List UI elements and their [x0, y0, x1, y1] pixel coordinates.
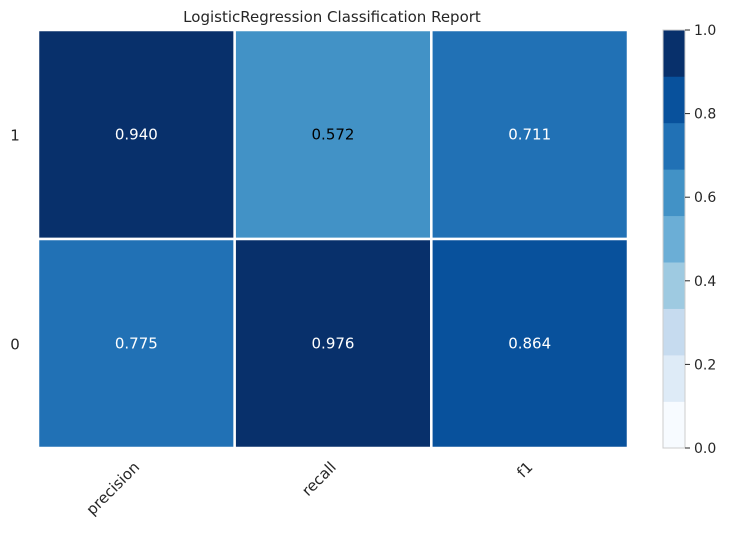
x-tick-label: f1 [513, 458, 536, 481]
cell-value-label: 0.864 [508, 335, 551, 353]
heatmap-cell [430, 237, 630, 450]
heatmap-grid [36, 28, 630, 450]
colorbar-tick-label: 0.4 [694, 274, 716, 290]
x-axis-ticks: precision recall f1 [83, 458, 537, 519]
colorbar-segment [663, 215, 685, 263]
chart-title: LogisticRegression Classification Report [183, 8, 481, 26]
cell-value-label: 0.572 [312, 126, 355, 144]
y-tick-label: 0 [10, 336, 20, 354]
heatmap-cell [430, 28, 630, 241]
heatmap-cell [36, 237, 236, 450]
colorbar-frame [662, 29, 686, 449]
colorbar-tick-label: 0.0 [694, 441, 716, 457]
heatmap-cell [233, 237, 433, 450]
colorbar-segment [663, 262, 685, 309]
cell-value-label: 0.775 [115, 335, 158, 353]
colorbar-tick-label: 0.2 [694, 357, 716, 373]
x-tick-label: recall [298, 458, 340, 500]
cell-value-label: 0.711 [508, 126, 551, 144]
colorbar-tick-label: 0.8 [694, 107, 716, 123]
colorbar: 0.0 0.2 0.4 0.6 0.8 1.0 [662, 23, 716, 457]
y-axis-ticks: 10 [10, 127, 20, 354]
heatmap-cell [233, 28, 433, 241]
colorbar-segment [663, 122, 685, 170]
x-tick-label: precision [83, 458, 144, 519]
colorbar-segment [663, 169, 685, 217]
cell-value-label: 0.976 [312, 335, 355, 353]
colorbar-tick-label: 1.0 [694, 23, 716, 39]
colorbar-tick-label: 0.6 [694, 190, 716, 206]
colorbar-segment [663, 355, 685, 402]
colorbar-segment [663, 76, 685, 124]
cell-labels: 0.940 0.572 0.711 0.775 0.976 0.864 [115, 126, 551, 353]
y-tick-label: 1 [10, 127, 20, 145]
colorbar-segment [663, 30, 685, 77]
colorbar-segment [663, 401, 685, 449]
colorbar-segment [663, 308, 685, 356]
cell-value-label: 0.940 [115, 126, 158, 144]
